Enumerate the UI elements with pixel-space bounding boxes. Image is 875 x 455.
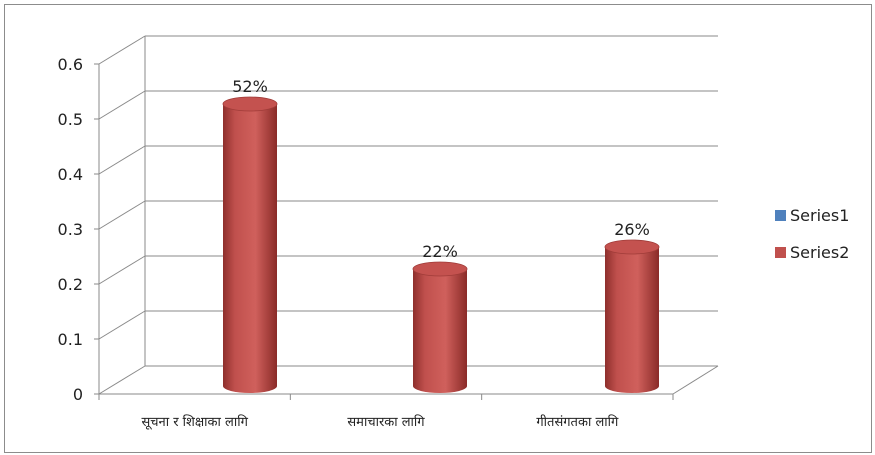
y-axis-ticks: 0 0.1 0.2 0.3 0.4 0.5 0.6 <box>58 55 83 404</box>
bar: 26% <box>604 220 660 393</box>
gridlines <box>94 35 719 400</box>
data-label: 52% <box>232 77 268 96</box>
legend-swatch <box>775 247 786 258</box>
legend-label: Series2 <box>790 243 849 262</box>
y-tick-label: 0.4 <box>58 165 83 184</box>
data-label: 26% <box>614 220 650 239</box>
category-label: समाचारका लागि <box>347 414 425 430</box>
bar-body <box>223 104 277 393</box>
gridline-diagonal <box>98 145 146 175</box>
chart-frame: 0 0.1 0.2 0.3 0.4 0.5 0.6 52% 22% 26% सूचना र शि… <box>4 4 872 453</box>
y-tick-label: 0.6 <box>58 55 83 74</box>
bar-top <box>412 261 468 277</box>
y-tick-label: 0.5 <box>58 110 83 129</box>
gridline-diagonal <box>98 255 146 285</box>
gridline-diagonal <box>98 365 146 395</box>
legend-swatch <box>775 210 786 221</box>
bar-chart: 0 0.1 0.2 0.3 0.4 0.5 0.6 52% 22% 26% सूचना र शि… <box>58 35 849 430</box>
bar-top <box>604 239 660 255</box>
gridline-diagonal <box>98 200 146 230</box>
floor-right-edge <box>672 365 719 395</box>
data-label: 22% <box>422 242 458 261</box>
bar-top <box>222 96 278 112</box>
legend: Series1 Series2 <box>775 206 849 262</box>
bar-body <box>413 269 467 393</box>
bar-body <box>605 247 659 393</box>
category-label: गीतसंगतका लागि <box>536 414 619 430</box>
x-axis-categories: सूचना र शिक्षाका लागि समाचारका लागि गीतसंग… <box>141 414 619 430</box>
bar: 22% <box>412 242 468 393</box>
y-tick-label: 0 <box>73 385 83 404</box>
y-tick-label: 0.1 <box>58 330 83 349</box>
legend-label: Series1 <box>790 206 849 225</box>
gridline-diagonal <box>98 35 146 65</box>
y-tick-label: 0.3 <box>58 220 83 239</box>
bars: 52% 22% 26% <box>222 77 660 393</box>
gridline-diagonal <box>98 90 146 120</box>
gridline-diagonal <box>98 310 146 340</box>
y-tick-label: 0.2 <box>58 275 83 294</box>
bar: 52% <box>222 77 278 393</box>
category-label: सूचना र शिक्षाका लागि <box>141 414 248 430</box>
